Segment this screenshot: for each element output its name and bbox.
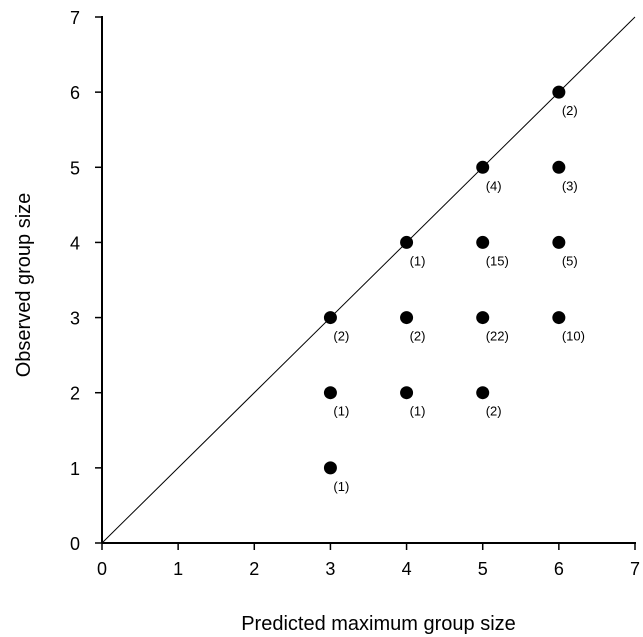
tick-group: 0 1 2 3 4 5 6 7 0 1 2 3 4 5 6 7 [70, 8, 640, 579]
point-count-label: (1) [410, 253, 426, 268]
x-tick-label: 4 [402, 559, 412, 579]
data-point [552, 85, 566, 99]
x-tick-label: 5 [478, 559, 488, 579]
point-count-label: (2) [333, 329, 349, 344]
y-tick-label: 5 [70, 158, 80, 178]
point-count-label: (2) [562, 103, 578, 118]
y-axis-title: Observed group size [13, 193, 35, 378]
point-count-label: (1) [410, 404, 426, 419]
data-point [400, 235, 414, 249]
x-tick-label: 0 [97, 559, 107, 579]
axes [101, 16, 636, 544]
data-point [400, 386, 414, 400]
x-tick-label: 7 [630, 559, 640, 579]
x-tick-label: 2 [249, 559, 259, 579]
point-count-label: (2) [410, 329, 426, 344]
x-axis-title: Predicted maximum group size [241, 613, 516, 635]
point-count-label: (1) [333, 404, 349, 419]
point-count-label: (15) [486, 253, 509, 268]
point-count-label: (4) [486, 178, 502, 193]
y-tick-label: 7 [70, 8, 80, 28]
data-point [400, 311, 414, 325]
data-point [476, 160, 490, 174]
y-tick-label: 4 [70, 233, 80, 253]
x-tick-label: 6 [554, 559, 564, 579]
data-point [476, 311, 490, 325]
y-tick-label: 1 [70, 459, 80, 479]
x-tick-label: 1 [173, 559, 183, 579]
data-point [323, 386, 337, 400]
data-point [323, 311, 337, 325]
y-tick-label: 2 [70, 384, 80, 404]
data-point [552, 160, 566, 174]
y-tick-label: 6 [70, 83, 80, 103]
point-count-label: (2) [486, 404, 502, 419]
y-tick-label: 0 [70, 534, 80, 554]
data-point [552, 235, 566, 249]
data-point [476, 235, 490, 249]
y-tick-label: 3 [70, 309, 80, 329]
reference-line-group [101, 16, 636, 544]
point-count-label: (5) [562, 253, 578, 268]
data-point [552, 311, 566, 325]
point-count-label: (22) [486, 329, 509, 344]
point-count-label: (10) [562, 329, 585, 344]
point-count-label: (3) [562, 178, 578, 193]
reference-line-1to1 [101, 16, 636, 544]
data-points: (1) (1) (2) (1) (2) (1) (2) (22) (15) (4) (10) (5) (… [323, 85, 585, 494]
point-count-label: (1) [333, 479, 349, 494]
x-tick-label: 3 [325, 559, 335, 579]
data-point [323, 461, 337, 475]
data-point [476, 386, 490, 400]
